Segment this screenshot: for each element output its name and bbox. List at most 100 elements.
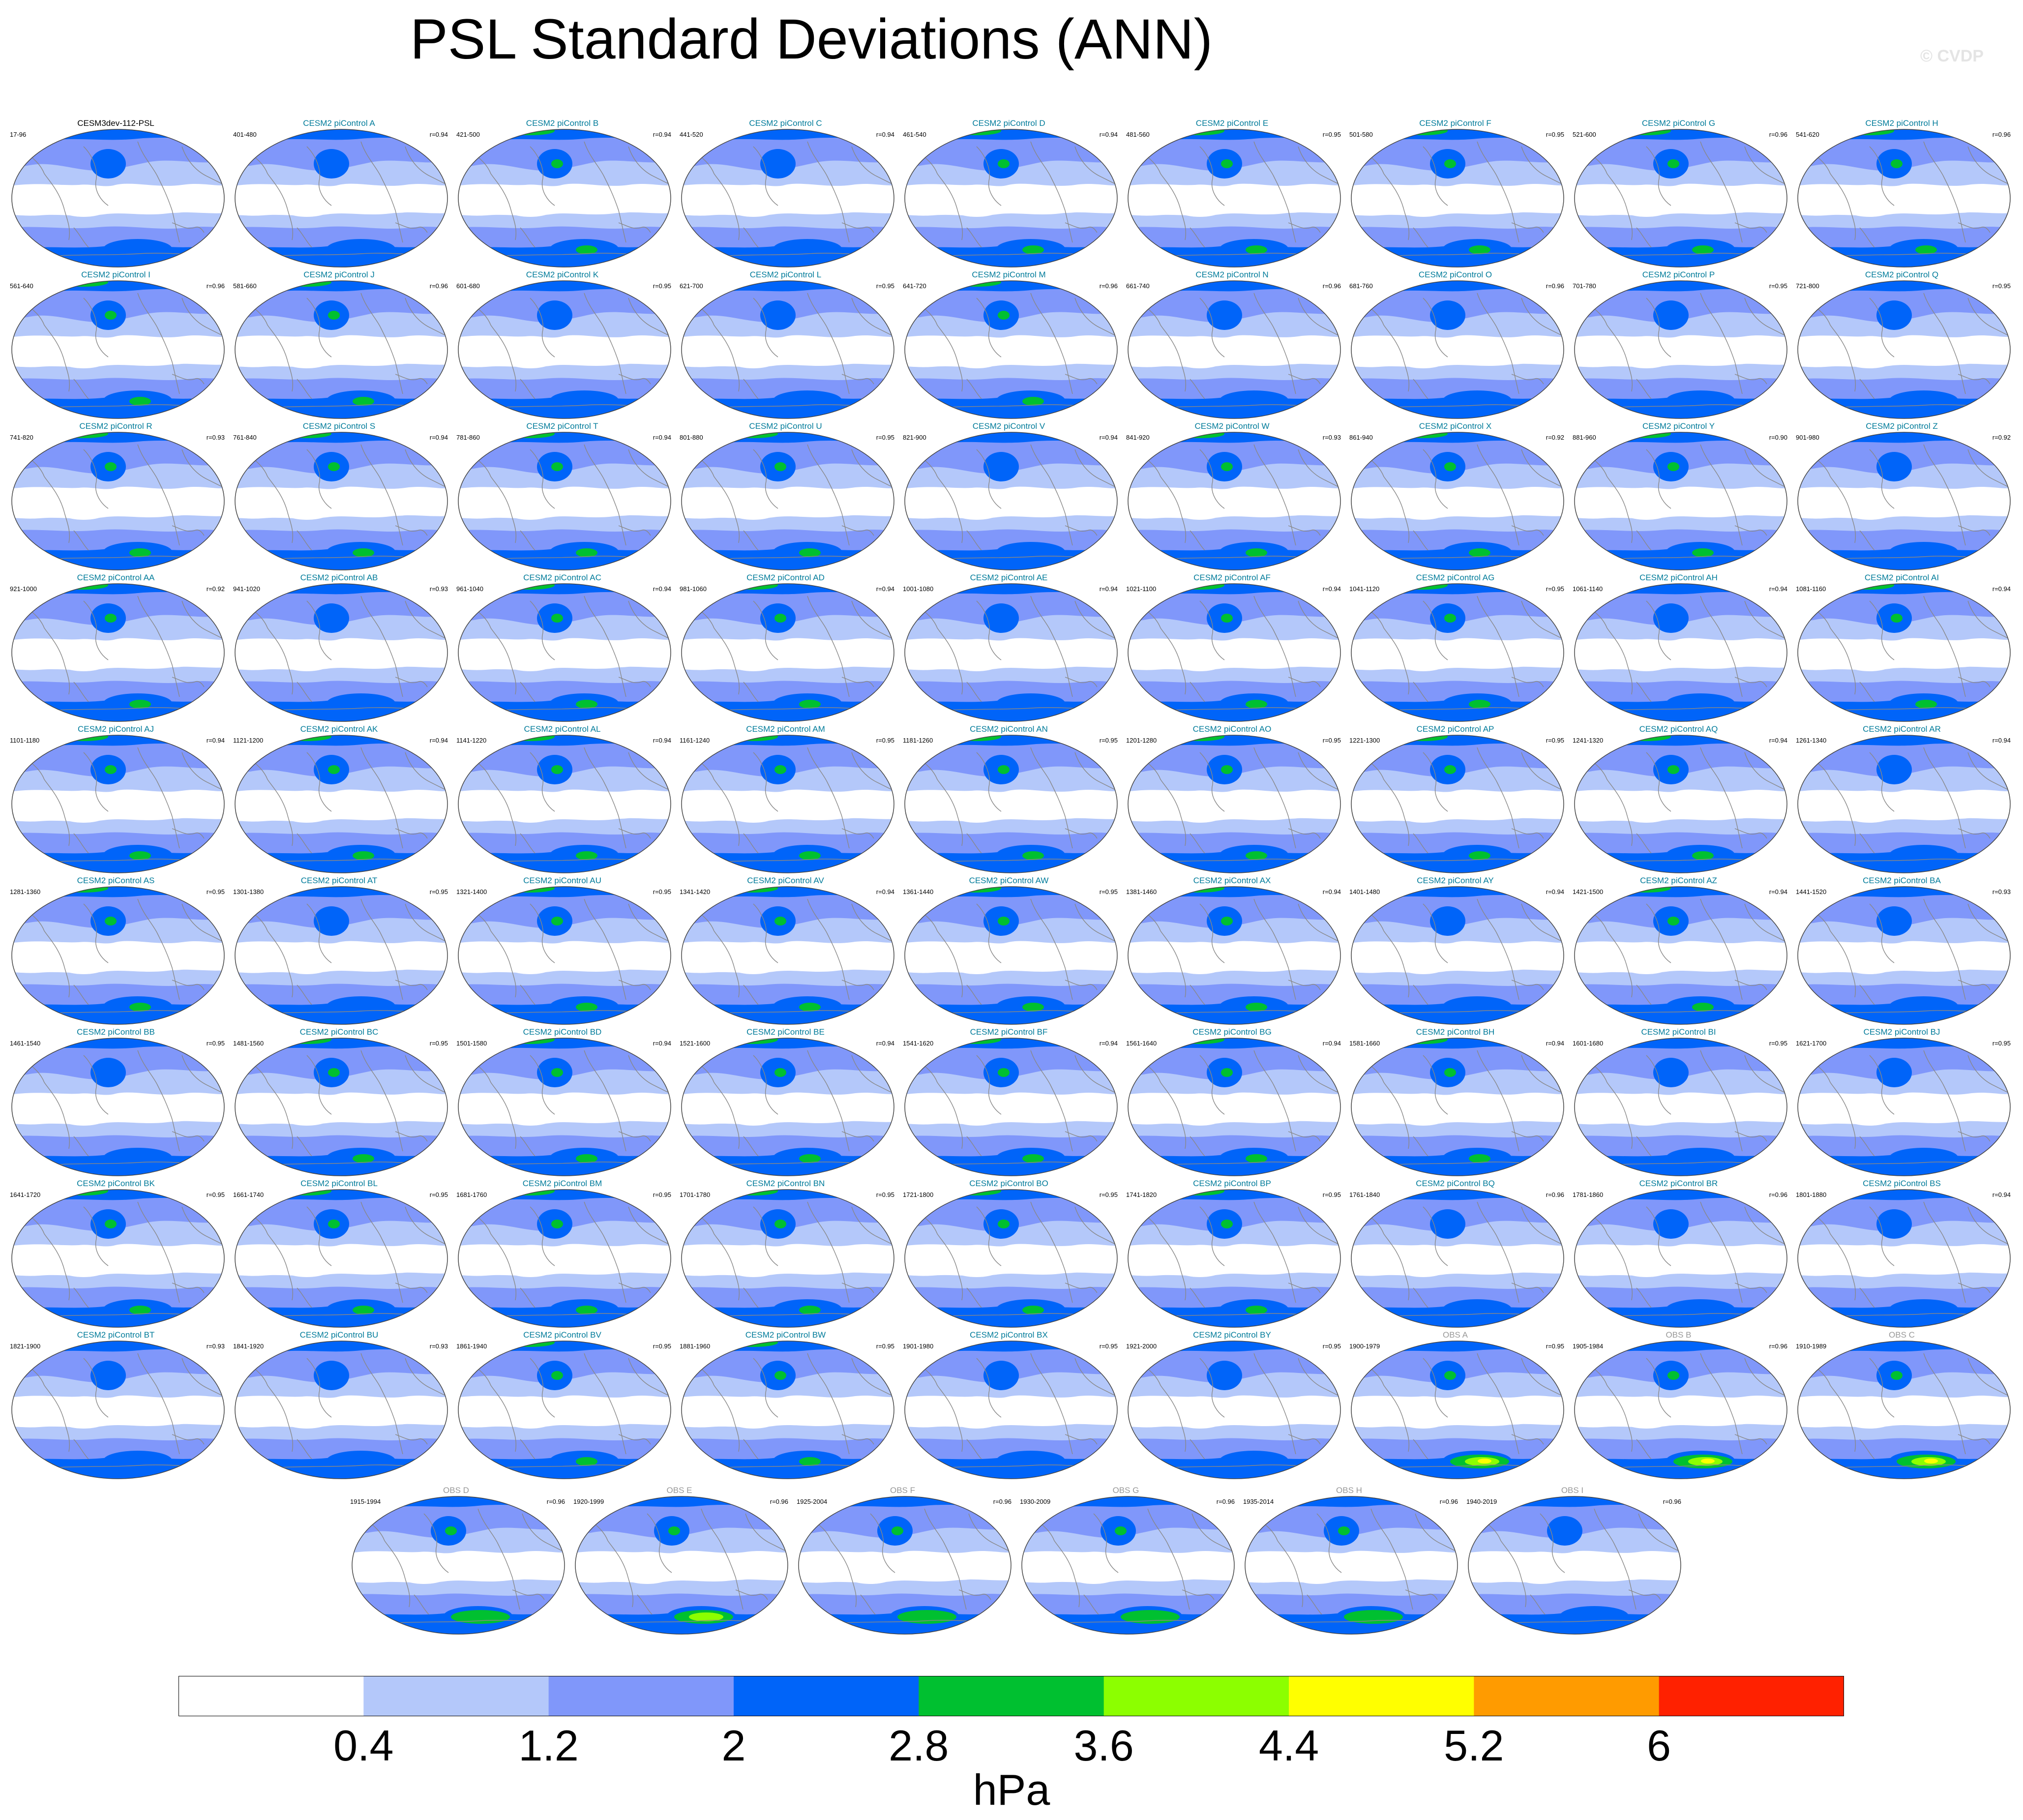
map-coastline — [1074, 449, 1115, 487]
map-north-bin3 — [12, 432, 224, 444]
map-south-bin4 — [1692, 245, 1714, 254]
panel-title: CESM2 piControl AH — [1639, 573, 1718, 582]
map-white-patch — [1482, 193, 1541, 213]
panel-correlation: r=0.95 — [1322, 737, 1341, 744]
panel-title: CESM2 piControl S — [302, 421, 376, 431]
map-south-bin4 — [1246, 700, 1267, 709]
map-aleutian-bin4 — [1444, 462, 1456, 471]
panel-correlation: r=0.95 — [1769, 282, 1787, 290]
panel-years: 1905-1984 — [1573, 1343, 1604, 1350]
map-aleutian-bin3 — [1653, 603, 1689, 633]
map-coastline — [851, 1206, 892, 1244]
map-outline — [458, 1189, 671, 1328]
map-coastline — [1199, 298, 1225, 358]
map-coastline — [522, 1513, 562, 1551]
panel-title: CESM2 piControl T — [526, 421, 598, 431]
map-coastline — [395, 525, 428, 536]
map-coastline — [1511, 1131, 1544, 1142]
panel-title: CESM2 piControl N — [1195, 270, 1269, 279]
panel-years: 641-720 — [903, 282, 926, 290]
panel-correlation: r=0.95 — [653, 282, 671, 290]
map-north-bin3 — [682, 735, 894, 746]
map-aleutian-bin4 — [328, 462, 340, 471]
map-coastline — [172, 1434, 205, 1445]
map-coastline — [689, 1206, 740, 1301]
map-aleutian-bin4 — [1444, 159, 1456, 168]
map-plot — [904, 1189, 1118, 1328]
map-coastline — [976, 298, 1002, 358]
map-coastline — [405, 1358, 445, 1396]
map-south-bin4 — [799, 1154, 821, 1163]
map-north-bin3 — [682, 432, 894, 444]
map-coastline — [19, 1055, 70, 1149]
map-coastline — [912, 449, 963, 543]
map-aleutian-bin3 — [1430, 906, 1465, 936]
map-white-patch — [729, 805, 778, 823]
map-outline — [1128, 886, 1341, 1025]
map-coastline — [1734, 677, 1767, 687]
map-coastline — [1147, 1508, 1190, 1610]
map-coastline — [1967, 903, 2008, 941]
map-coastline — [628, 600, 668, 638]
panel-years: 1341-1420 — [680, 888, 711, 895]
map-north-bin3 — [12, 735, 224, 746]
map-outline — [458, 1038, 671, 1176]
map-plot — [1351, 1189, 1564, 1328]
map-south-bin3-blob — [1889, 996, 1958, 1016]
map-coastline — [689, 298, 740, 392]
panel-years: 981-1060 — [680, 585, 707, 593]
panel-correlation: r=0.95 — [429, 888, 448, 895]
panel-title: CESM2 piControl BY — [1193, 1330, 1271, 1340]
map-aleutian-bin3 — [1653, 1209, 1689, 1239]
panel-correlation: r=0.94 — [876, 888, 894, 895]
map-white-patch — [399, 1566, 448, 1584]
map-north-bin3 — [905, 735, 1117, 746]
map-coastline — [466, 752, 517, 846]
panel-years: 1581-1660 — [1349, 1040, 1380, 1047]
map-aleutian-bin4 — [105, 917, 117, 925]
map-aleutian-bin4 — [551, 159, 563, 168]
panel-correlation: r=0.94 — [1099, 585, 1118, 593]
map-white-patch — [1705, 1405, 1764, 1425]
map-coastline — [968, 1513, 1009, 1551]
map-aleutian-bin3 — [1876, 300, 1912, 330]
map-white-patch — [143, 799, 202, 819]
map-coastline — [735, 1589, 768, 1600]
panel-correlation: r=0.94 — [653, 737, 671, 744]
map-south-bin4 — [1022, 245, 1044, 254]
map-coastline — [976, 1206, 1002, 1266]
map-white-patch — [1845, 1108, 1894, 1126]
map-aleutian-bin4 — [998, 765, 1010, 774]
map-plot — [11, 1341, 225, 1479]
map-coastline — [1199, 752, 1225, 812]
map-coastline — [242, 600, 294, 695]
map-north-bin3 — [235, 735, 447, 746]
map-coastline — [743, 682, 759, 702]
map-panel: CESM2 piControl BB 1461-1540 r=0.95 — [4, 1027, 228, 1179]
map-plot — [681, 1038, 894, 1176]
map-coastline — [1190, 682, 1205, 702]
panel-years: 541-620 — [1796, 131, 1819, 138]
map-white-patch — [1398, 805, 1448, 823]
map-white-patch — [282, 956, 331, 974]
map-white-patch — [1036, 648, 1095, 667]
map-coastline — [1074, 903, 1115, 941]
panel-correlation: r=0.92 — [1992, 434, 2011, 441]
map-white-patch — [1622, 1259, 1671, 1277]
map-panel: CESM2 piControl Y 881-960 r=0.90 — [1567, 421, 1790, 573]
map-plot — [1351, 583, 1564, 722]
map-outline — [904, 886, 1118, 1025]
map-white-patch — [952, 1259, 1001, 1277]
map-coastline — [1477, 141, 1519, 243]
map-coastline — [689, 903, 740, 998]
map-coastline — [466, 903, 517, 998]
colorbar-tick-label: 2.8 — [889, 1721, 949, 1770]
map-south-bin6 — [1478, 1459, 1491, 1463]
panel-correlation: r=0.92 — [1546, 434, 1564, 441]
map-outline — [1351, 1038, 1564, 1176]
map-coastline — [976, 903, 1002, 963]
map-aleutian-bin4 — [774, 1220, 786, 1228]
panel-title: OBS B — [1666, 1330, 1692, 1340]
map-aleutian-bin3 — [1876, 755, 1912, 784]
map-outline — [11, 735, 225, 873]
